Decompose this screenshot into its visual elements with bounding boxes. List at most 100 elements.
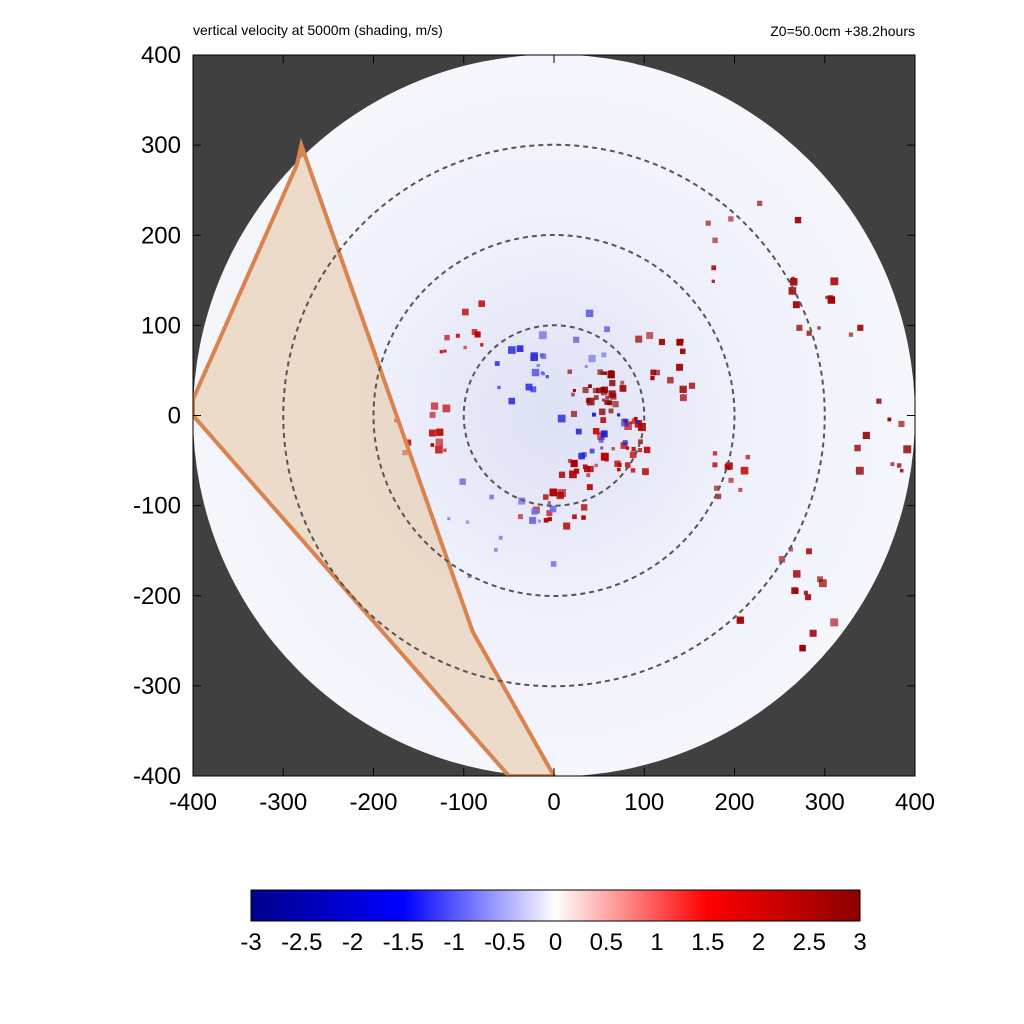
velocity-speckle	[633, 416, 638, 421]
velocity-speckle	[429, 411, 436, 418]
x-tick-label: -200	[349, 789, 397, 816]
velocity-speckle	[594, 395, 599, 400]
colorbar-tick-label: 1	[650, 929, 663, 956]
velocity-speckle	[620, 442, 628, 449]
y-tick-label: -400	[133, 763, 181, 790]
velocity-speckle	[896, 463, 902, 468]
colorbar-tick-label: -1	[443, 929, 464, 956]
velocity-speckle	[569, 470, 577, 479]
colorbar-tick-label: 2	[752, 929, 765, 956]
velocity-speckle	[638, 439, 643, 445]
velocity-speckle	[572, 514, 577, 520]
velocity-speckle	[582, 464, 588, 470]
velocity-speckle	[650, 375, 655, 381]
velocity-speckle	[546, 510, 553, 517]
velocity-speckle	[581, 515, 586, 520]
colorbar-tick-label: -0.5	[484, 929, 525, 956]
velocity-speckle	[609, 379, 616, 387]
colorbar-tick-label: 2.5	[793, 929, 826, 956]
velocity-speckle	[508, 346, 516, 354]
velocity-speckle	[556, 491, 564, 500]
velocity-speckle	[592, 427, 600, 435]
velocity-speckle	[740, 466, 749, 475]
velocity-speckle	[575, 428, 582, 435]
velocity-speckle	[558, 471, 566, 478]
x-axis: -400 -300 -200 -100 0 100 200 300 400	[169, 55, 935, 816]
velocity-speckle	[643, 446, 651, 454]
velocity-speckle	[830, 277, 839, 286]
y-tick-label: -300	[133, 673, 181, 700]
velocity-speckle	[584, 364, 588, 368]
velocity-speckle	[459, 478, 466, 485]
velocity-speckle	[667, 376, 674, 384]
velocity-speckle	[609, 393, 617, 400]
velocity-speckle	[600, 388, 608, 396]
shaded-band	[193, 137, 557, 776]
velocity-speckle	[428, 429, 436, 437]
velocity-speckle	[463, 345, 467, 350]
velocity-speckle	[436, 428, 444, 436]
velocity-speckle	[547, 500, 551, 504]
velocity-speckle	[480, 343, 484, 347]
velocity-speckle	[567, 458, 572, 463]
velocity-speckle	[601, 352, 607, 358]
velocity-speckle	[430, 443, 435, 447]
velocity-speckle	[570, 459, 578, 468]
velocity-speckle	[636, 420, 640, 425]
velocity-speckle	[549, 488, 558, 497]
range-rings	[282, 143, 826, 688]
velocity-speckle	[608, 408, 614, 414]
velocity-speckle	[599, 408, 606, 415]
colorbar-tick-label: 3	[853, 929, 866, 956]
velocity-speckle	[646, 331, 654, 339]
velocity-speckle	[658, 338, 666, 346]
velocity-speckle	[598, 437, 604, 443]
velocity-speckle	[679, 348, 686, 355]
velocity-speckle	[631, 446, 636, 452]
velocity-speckle	[603, 371, 607, 376]
velocity-speckle	[625, 462, 631, 468]
velocity-speckle	[435, 438, 444, 447]
velocity-speckle	[789, 278, 798, 286]
velocity-speckle	[793, 570, 801, 578]
velocity-speckle	[788, 546, 793, 552]
velocity-speckle	[876, 398, 882, 404]
velocity-speckle	[620, 380, 625, 385]
velocity-speckle	[778, 556, 786, 563]
velocity-speckle	[529, 516, 537, 524]
velocity-speckle	[796, 324, 803, 331]
velocity-speckle	[604, 400, 610, 405]
velocity-speckle	[788, 287, 797, 295]
velocity-speckle	[462, 308, 469, 316]
y-tick-label: 100	[141, 312, 181, 339]
velocity-speckle	[550, 561, 557, 567]
velocity-speckle	[478, 300, 485, 307]
velocity-speckle	[617, 413, 621, 417]
velocity-speckle	[607, 370, 615, 379]
velocity-speckle	[817, 326, 821, 330]
velocity-speckle	[531, 368, 540, 377]
velocity-speckle	[611, 447, 615, 451]
velocity-speckle	[715, 493, 722, 500]
velocity-speckle	[597, 369, 604, 375]
velocity-speckle	[537, 519, 542, 523]
y-tick-label: 400	[141, 42, 181, 69]
x-tick-label: -100	[440, 789, 488, 816]
velocity-speckle	[588, 354, 596, 363]
velocity-speckle	[890, 462, 895, 467]
velocity-speckle	[455, 333, 460, 338]
velocity-speckle	[728, 216, 734, 222]
velocity-speckle	[605, 396, 610, 400]
velocity-speckle	[629, 421, 633, 425]
velocity-speckle	[547, 517, 552, 522]
velocity-speckle	[619, 385, 627, 392]
velocity-speckle	[899, 468, 904, 473]
velocity-speckle	[601, 398, 605, 402]
velocity-speckle	[549, 505, 557, 513]
velocity-speckle	[572, 388, 576, 392]
velocity-speckle	[573, 336, 580, 343]
x-tick-label: 100	[624, 789, 664, 816]
velocity-speckle	[604, 326, 610, 333]
colorbar-tick-label: 0.5	[590, 929, 623, 956]
velocity-speckle	[585, 398, 591, 404]
